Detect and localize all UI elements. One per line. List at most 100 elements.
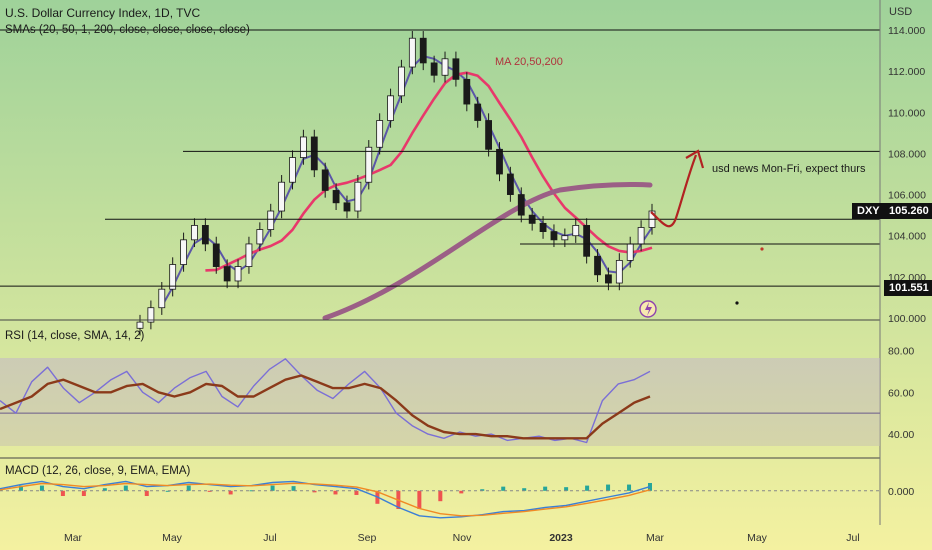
macd-hist-bar <box>354 490 359 495</box>
time-axis-tick: May <box>747 532 768 544</box>
chart-title: U.S. Dollar Currency Index, 1D, TVC <box>5 6 201 20</box>
candle-body <box>474 103 482 121</box>
candle-body <box>430 62 438 76</box>
ma-annotation: MA 20,50,200 <box>495 56 563 68</box>
candle-body <box>201 225 209 245</box>
dxy-symbol-tag: DXY <box>852 203 885 219</box>
candle-body <box>354 181 362 212</box>
sma-200-line <box>322 182 653 321</box>
candle-body <box>343 202 351 212</box>
price-axis-tick: 106.000 <box>888 190 926 202</box>
projection-arrow <box>650 154 698 228</box>
candle-body <box>398 66 405 97</box>
macd-hist-bar <box>270 485 275 491</box>
macd-hist-bar <box>627 484 632 491</box>
candle-body <box>212 243 220 267</box>
candle-body <box>387 95 394 121</box>
price-axis-tick: 110.000 <box>888 107 925 119</box>
time-axis-tick: 2023 <box>549 532 573 544</box>
candle-body <box>136 321 144 329</box>
dxy-price-tag: 105.260 <box>884 203 932 219</box>
candle-body <box>158 288 166 309</box>
rsi-title: RSI (14, close, SMA, 14, 2) <box>5 330 145 342</box>
candle-body <box>332 190 340 204</box>
macd-hist-bar <box>186 485 191 491</box>
projection-arrowhead <box>685 149 705 169</box>
macd-hist-bar <box>291 486 296 491</box>
candle-body <box>452 58 460 80</box>
time-axis-tick: Jul <box>846 532 859 544</box>
candle-body <box>300 136 307 158</box>
macd-hist-bar <box>543 486 548 491</box>
candle-body <box>572 225 580 237</box>
candle-body <box>267 210 275 230</box>
candle-body <box>278 181 286 212</box>
sma-legend: SMAs (20, 50, 1, 200, close, close, clos… <box>5 24 250 36</box>
candle-body <box>626 243 634 261</box>
macd-hist-bar <box>585 485 590 491</box>
price-axis-tick: 114.000 <box>888 25 925 37</box>
marker-dot-red <box>760 247 764 251</box>
macd-hist-bar <box>480 489 485 491</box>
support-price-tag: 101.551 <box>884 280 932 296</box>
sma-20-line <box>160 55 653 307</box>
price-axis-tick: 108.000 <box>888 148 926 160</box>
candle-body <box>180 239 187 265</box>
candle-body <box>245 243 253 267</box>
time-axis-tick: Sep <box>358 532 377 544</box>
macd-axis-tick: 0.000 <box>888 486 914 498</box>
macd-hist-bar <box>522 488 527 491</box>
candle-body <box>594 255 601 276</box>
rsi-axis-tick: 60.00 <box>888 387 914 399</box>
marker-dot-black <box>735 301 739 305</box>
macd-hist-bar <box>606 484 611 491</box>
candle-body <box>441 58 449 76</box>
macd-hist-bar <box>501 486 506 491</box>
candle-body <box>583 225 591 257</box>
candle-body <box>463 78 471 105</box>
candle-body <box>191 225 198 241</box>
candle-body <box>496 148 503 175</box>
candle-body <box>169 264 177 290</box>
time-axis-tick: Mar <box>646 532 665 544</box>
macd-title: MACD (12, 26, close, 9, EMA, EMA) <box>5 465 191 477</box>
macd-hist-bar <box>228 490 233 495</box>
macd-hist-bar <box>207 490 212 492</box>
candle-body <box>419 37 427 64</box>
macd-signal-line <box>0 482 651 517</box>
rsi-band <box>0 358 880 446</box>
macd-hist-bar <box>249 490 254 492</box>
candle-body <box>637 227 645 245</box>
rsi-axis-tick: 80.00 <box>888 345 914 357</box>
candle-body <box>539 222 547 233</box>
macd-hist-bar <box>81 490 86 496</box>
news-annotation: usd news Mon-Fri, expect thurs <box>712 163 866 175</box>
candle-body <box>234 266 242 282</box>
time-axis-tick: Mar <box>64 532 83 544</box>
macd-hist-bar <box>18 485 23 491</box>
price-axis-tick: 100.000 <box>888 313 926 325</box>
price-axis-tick: 104.000 <box>888 231 926 243</box>
macd-hist-bar <box>165 490 170 492</box>
macd-hist-bar <box>60 490 65 496</box>
lightning-icon <box>645 302 652 316</box>
candle-body <box>550 231 558 241</box>
macd-hist-bar <box>39 485 44 491</box>
time-axis-tick: Nov <box>453 532 472 544</box>
candle-body <box>310 136 318 171</box>
macd-hist-bar <box>123 485 128 491</box>
candle-body <box>289 157 296 183</box>
macd-hist-bar <box>144 490 149 496</box>
rsi-ma-line <box>0 374 651 440</box>
macd-hist-bar <box>417 490 422 509</box>
price-pane <box>0 29 880 336</box>
time-axis-tick: Jul <box>263 532 276 544</box>
macd-pane <box>0 480 880 519</box>
candle-body <box>321 169 329 191</box>
candle-body <box>408 37 416 68</box>
candle-body <box>615 259 623 284</box>
macd-hist-bar <box>312 490 317 493</box>
price-axis-tick: 112.000 <box>888 66 925 78</box>
candle-body <box>256 229 264 245</box>
